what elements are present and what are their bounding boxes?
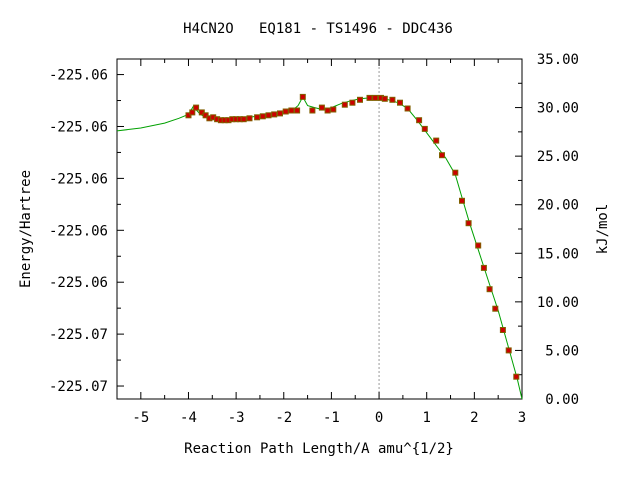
x-tick-label: 3 — [518, 410, 526, 426]
x-tick-label: -2 — [275, 410, 292, 426]
data-point — [492, 305, 499, 312]
data-point — [330, 106, 337, 113]
y-right-tick-label: 20.00 — [537, 198, 579, 214]
data-point — [505, 347, 512, 354]
x-tick-label: -5 — [132, 410, 149, 426]
data-point — [299, 93, 306, 100]
data-point — [193, 104, 200, 111]
y-right-tick-label: 30.00 — [537, 101, 579, 117]
data-point — [282, 108, 289, 115]
data-point — [475, 242, 482, 249]
y-right-tick-label: 25.00 — [537, 149, 579, 165]
y-right-tick-label: 15.00 — [537, 246, 579, 262]
y-left-tick-label: -225.06 — [49, 119, 108, 135]
y-left-tick-label: -225.06 — [49, 171, 108, 187]
x-tick-label: 0 — [375, 410, 383, 426]
data-point — [480, 264, 487, 271]
y-right-tick-label: 5.00 — [545, 343, 579, 359]
y-left-tick-label: -225.07 — [49, 379, 108, 395]
data-point — [397, 99, 403, 106]
data-point — [341, 101, 348, 108]
data-point — [416, 117, 423, 124]
y-left-tick-label: -225.07 — [49, 327, 108, 343]
data-point — [513, 373, 520, 380]
y-axis-label-left: Energy/Hartree — [18, 170, 34, 288]
chart-title: H4CN2O EQ181 - TS1496 - DDC436 — [183, 21, 453, 37]
data-point — [254, 114, 261, 121]
data-point — [309, 107, 316, 114]
data-point — [189, 109, 196, 116]
y-left-tick-label: -225.06 — [49, 275, 108, 291]
data-point — [349, 99, 356, 106]
data-point — [381, 95, 388, 102]
energy-curve-line — [116, 95, 523, 400]
data-point — [404, 105, 411, 112]
data-point — [294, 107, 301, 114]
data-point — [465, 220, 472, 227]
data-point — [439, 152, 445, 159]
data-point — [389, 96, 396, 103]
y-right-tick-label: 35.00 — [537, 52, 579, 68]
y-right-tick-label: 0.00 — [545, 392, 579, 408]
data-point — [433, 137, 440, 144]
x-tick-label: 2 — [470, 410, 478, 426]
data-point — [366, 94, 373, 101]
y-right-tick-label: 10.00 — [537, 295, 579, 311]
y-left-tick-label: -225.06 — [49, 223, 108, 239]
data-point — [324, 107, 331, 114]
y-axis-label-right: kJ/mol — [595, 204, 611, 255]
x-tick-label: -4 — [180, 410, 197, 426]
data-point — [499, 327, 506, 333]
data-point — [357, 96, 363, 103]
data-point — [259, 113, 266, 120]
x-tick-label: -1 — [323, 410, 340, 426]
data-point — [486, 286, 493, 293]
data-point — [452, 169, 459, 176]
data-point — [372, 94, 379, 101]
data-point — [277, 110, 283, 117]
data-point — [271, 111, 278, 118]
y-left-tick-label: -225.06 — [49, 68, 108, 84]
x-axis-label: Reaction Path Length/A amu^{1/2} — [184, 441, 454, 457]
data-point — [421, 125, 428, 132]
data-point — [265, 112, 272, 119]
x-tick-label: -3 — [228, 410, 245, 426]
data-point — [459, 197, 465, 204]
x-tick-label: 1 — [422, 410, 430, 426]
data-point — [240, 116, 247, 123]
data-point — [246, 115, 253, 122]
data-point — [288, 107, 295, 114]
data-point — [318, 104, 325, 111]
